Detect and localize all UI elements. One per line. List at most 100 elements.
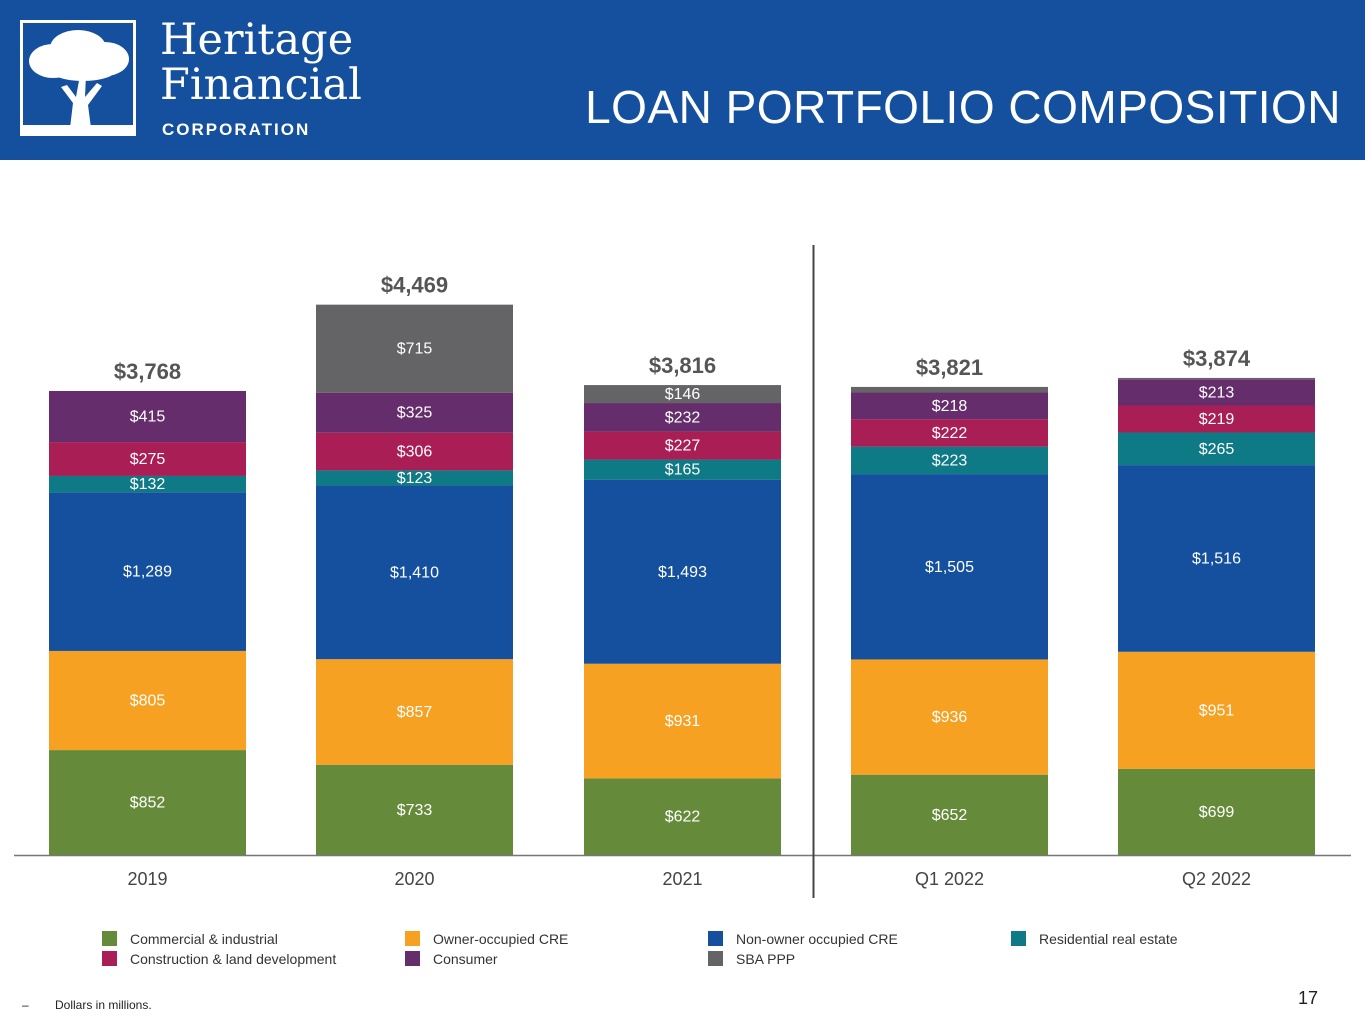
footnote-dash: – xyxy=(22,998,29,1012)
bar-group xyxy=(49,304,1315,855)
segment-value-label: $146 xyxy=(665,386,701,403)
segment-value-label: $1,505 xyxy=(925,559,974,576)
bar-segment-consumer xyxy=(49,390,246,443)
bar-segment-commercial-industrial xyxy=(49,750,246,855)
segment-value-label: $805 xyxy=(130,693,166,710)
total-label-group: $3,768 $4,469 $3,816 $3,821 $3,874 xyxy=(114,273,1251,384)
x-tick-label: 2020 xyxy=(394,869,434,889)
bar-segment-construction-land-development xyxy=(49,442,246,476)
bar-segment-commercial-industrial xyxy=(584,778,781,855)
bar-segment-owner-occupied-cre xyxy=(1118,651,1315,769)
bar-segment-residential-real-estate xyxy=(49,475,246,493)
segment-value-label: $227 xyxy=(665,438,701,455)
bar-segment-consumer xyxy=(1118,379,1315,406)
legend-swatch xyxy=(1011,931,1026,946)
bar-segment-owner-occupied-cre xyxy=(584,663,781,779)
segment-value-label: $733 xyxy=(397,802,433,819)
segment-value-label: $936 xyxy=(932,709,968,726)
segment-value-label: $852 xyxy=(130,795,166,812)
segment-value-label: $415 xyxy=(130,409,166,426)
segment-value-label: $222 xyxy=(932,425,968,442)
segment-value-label: $1,410 xyxy=(390,564,439,581)
x-tick-label: Q2 2022 xyxy=(1182,869,1251,889)
segment-value-label: $275 xyxy=(130,451,166,468)
bar-segment-residential-real-estate xyxy=(584,459,781,480)
logo-line-corporation: CORPORATION xyxy=(162,120,311,139)
segment-value-label: $1,289 xyxy=(123,564,172,581)
bar-segment-construction-land-development xyxy=(316,432,513,471)
bar-segment-construction-land-development xyxy=(851,419,1048,447)
bar-segment-consumer xyxy=(851,392,1048,420)
page-number: 17 xyxy=(1298,988,1319,1008)
segment-value-label: $951 xyxy=(1199,702,1235,719)
bar-segment-consumer xyxy=(316,392,513,433)
x-axis: 2019 2020 2021 Q1 2022 Q2 2022 xyxy=(14,245,1351,898)
legend-swatch xyxy=(102,931,117,946)
bar-segment-commercial-industrial xyxy=(1118,768,1315,855)
segment-value-label: $857 xyxy=(397,704,433,721)
x-tick-label: Q1 2022 xyxy=(915,869,984,889)
bar-segment-non-owner-occupied-cre xyxy=(1118,465,1315,652)
x-tick-label: 2021 xyxy=(662,869,702,889)
legend-swatch xyxy=(102,951,117,966)
bar-total-label: $3,874 xyxy=(1183,346,1251,371)
segment-value-label: $219 xyxy=(1199,411,1235,428)
bar-segment-commercial-industrial xyxy=(316,764,513,855)
logo-line-financial: Financial xyxy=(160,60,362,110)
legend-label: Residential real estate xyxy=(1039,931,1178,947)
bar-segment-non-owner-occupied-cre xyxy=(851,474,1048,660)
legend-label: Non-owner occupied CRE xyxy=(736,931,898,947)
segment-value-label: $715 xyxy=(397,341,433,358)
bar-segment-owner-occupied-cre xyxy=(49,650,246,751)
bar-segment-owner-occupied-cre xyxy=(316,659,513,765)
segment-value-label: $931 xyxy=(665,713,701,730)
bar-segment-residential-real-estate xyxy=(851,446,1048,475)
legend-swatch xyxy=(405,951,420,966)
stacked-bar-chart: $852 $805 $1,289 $132 $275 $415 $733 $857 $1,410… xyxy=(14,245,1351,898)
bar-total-label: $3,821 xyxy=(916,355,983,380)
tree-logo-icon xyxy=(20,20,136,136)
footnote-text: Dollars in millions. xyxy=(55,998,152,1012)
segment-label-group: $852 $805 $1,289 $132 $275 $415 $733 $857 $1,410… xyxy=(123,341,1241,826)
legend-label: Consumer xyxy=(433,951,498,967)
bar-segment-non-owner-occupied-cre xyxy=(316,485,513,660)
segment-value-label: $223 xyxy=(932,452,968,469)
bar-segment-owner-occupied-cre xyxy=(851,659,1048,775)
legend-label: Owner-occupied CRE xyxy=(433,931,569,947)
segment-value-label: $306 xyxy=(397,444,433,461)
bar-segment-non-owner-occupied-cre xyxy=(49,492,246,651)
bar-total-label: $4,469 xyxy=(381,273,448,298)
legend-swatch xyxy=(405,931,420,946)
legend-label: Commercial & industrial xyxy=(130,931,278,947)
bar-total-label: $3,768 xyxy=(114,359,181,384)
logo-line-heritage: Heritage xyxy=(160,15,354,65)
legend-label: Construction & land development xyxy=(130,951,337,967)
bar-segment-residential-real-estate xyxy=(1118,432,1315,466)
bar-segment-construction-land-development xyxy=(584,431,781,460)
segment-value-label: $123 xyxy=(397,470,433,487)
segment-value-label: $652 xyxy=(932,807,968,824)
bar-segment-consumer xyxy=(584,403,781,432)
segment-value-label: $265 xyxy=(1199,441,1235,458)
segment-value-label: $699 xyxy=(1199,804,1235,821)
x-tick-label: 2019 xyxy=(127,869,167,889)
segment-value-label: $165 xyxy=(665,462,701,479)
bar-segment-non-owner-occupied-cre xyxy=(584,479,781,664)
bar-segment-residential-real-estate xyxy=(316,470,513,486)
segment-value-label: $622 xyxy=(665,809,701,826)
bar-total-label: $3,816 xyxy=(649,353,716,378)
bar-segment-sba-ppp xyxy=(316,304,513,393)
segment-value-label: $232 xyxy=(665,409,701,426)
bar-segment-sba-ppp xyxy=(851,386,1048,393)
legend-swatch xyxy=(708,931,723,946)
page-title: LOAN PORTFOLIO COMPOSITION xyxy=(585,81,1341,133)
bar-segment-sba-ppp xyxy=(1118,377,1315,380)
company-logo-text: Heritage Financial xyxy=(160,18,362,108)
segment-value-label: $1,516 xyxy=(1192,550,1241,567)
segment-value-label: $325 xyxy=(397,405,433,422)
bar-segment-sba-ppp xyxy=(584,385,781,404)
header-banner: Heritage Financial CORPORATION LOAN PORT… xyxy=(0,0,1365,160)
legend-swatch xyxy=(708,951,723,966)
bar-segment-commercial-industrial xyxy=(851,774,1048,855)
segment-value-label: $213 xyxy=(1199,384,1235,401)
